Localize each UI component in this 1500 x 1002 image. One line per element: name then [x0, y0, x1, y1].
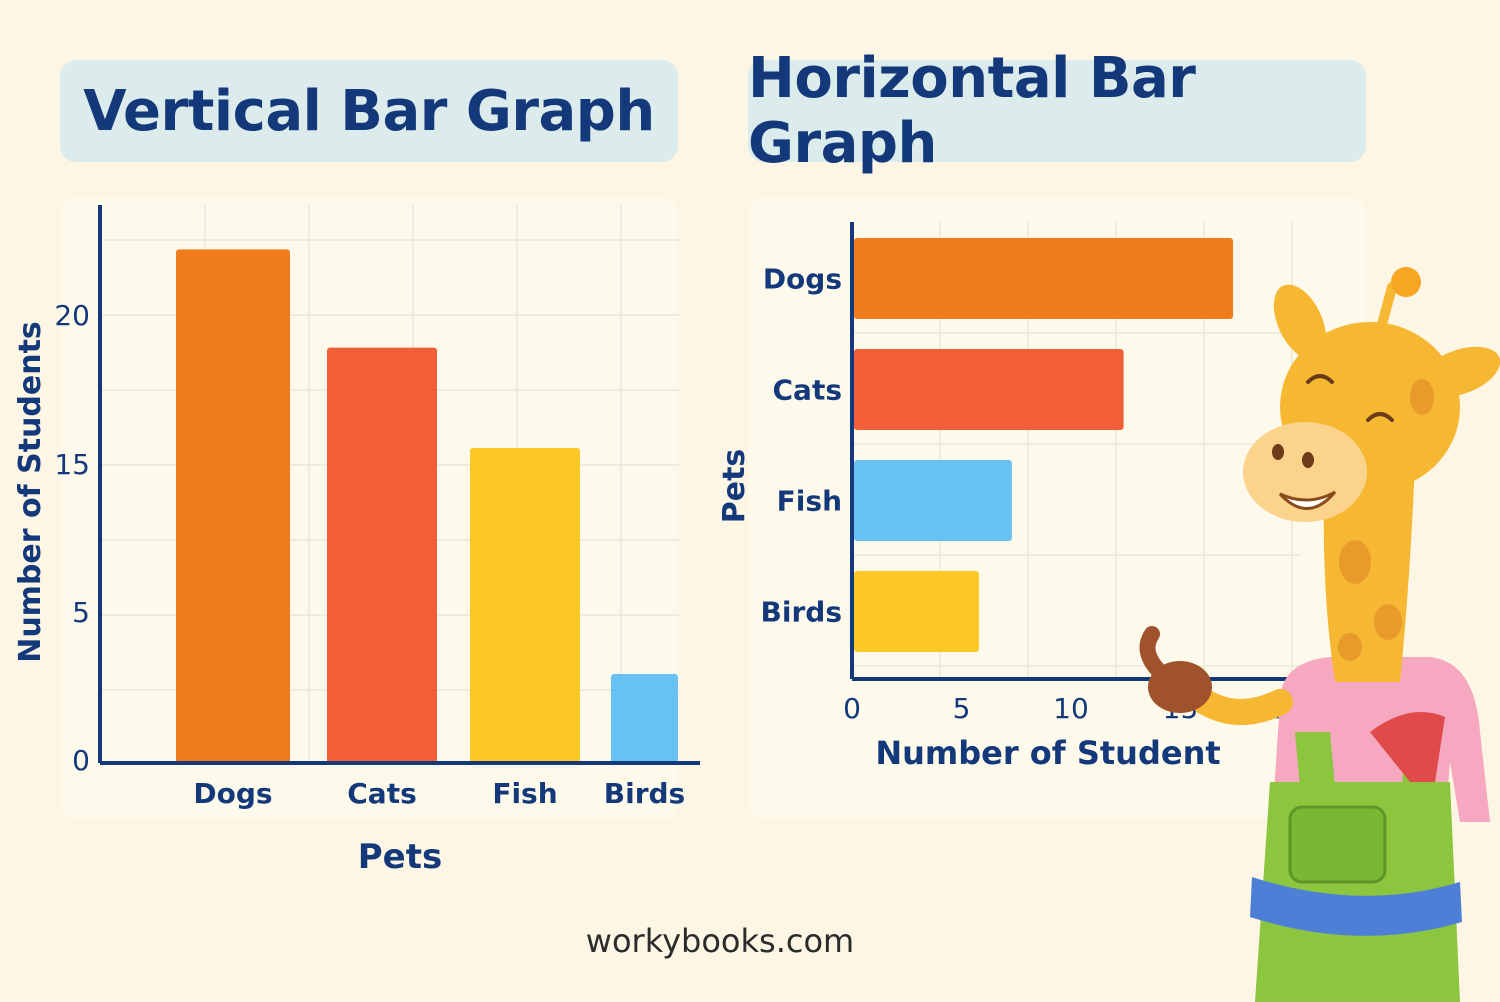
- y-tick-label: Fish: [777, 485, 842, 518]
- y-axis-label: Number of Students: [13, 321, 48, 663]
- y-tick-label: Dogs: [763, 263, 842, 296]
- x-tick-label: 10: [1053, 692, 1089, 725]
- x-tick-label: Dogs: [193, 777, 272, 810]
- bar-birds: [611, 673, 678, 763]
- vertical-chart-title: Vertical Bar Graph: [60, 60, 678, 162]
- bar-birds: [854, 571, 980, 652]
- bar-dogs: [176, 249, 290, 764]
- x-tick-label: Fish: [492, 777, 557, 810]
- giraffe-mascot-icon: [1139, 267, 1500, 1002]
- footer-website: workybooks.com: [585, 922, 855, 960]
- y-axis-label: Pets: [717, 449, 752, 524]
- x-tick-label: 5: [953, 692, 971, 725]
- bar-dogs: [854, 238, 1234, 319]
- x-tick-label: 0: [843, 692, 861, 725]
- x-tick-label: Birds: [604, 777, 685, 810]
- x-axis-label: Pets: [358, 837, 442, 877]
- y-tick-label: 0: [72, 744, 90, 777]
- y-tick-label: Cats: [773, 374, 843, 407]
- x-axis-label: Number of Student: [875, 734, 1220, 772]
- y-tick-label: 5: [72, 596, 90, 629]
- y-tick-label: Birds: [761, 596, 842, 629]
- y-tick-label: 15: [54, 448, 90, 481]
- bar-cats: [327, 347, 437, 763]
- x-tick-label: Cats: [347, 777, 417, 810]
- bar-fish: [470, 448, 580, 763]
- bar-cats: [854, 349, 1124, 430]
- bar-fish: [854, 460, 1012, 541]
- y-tick-label: 20: [54, 299, 90, 332]
